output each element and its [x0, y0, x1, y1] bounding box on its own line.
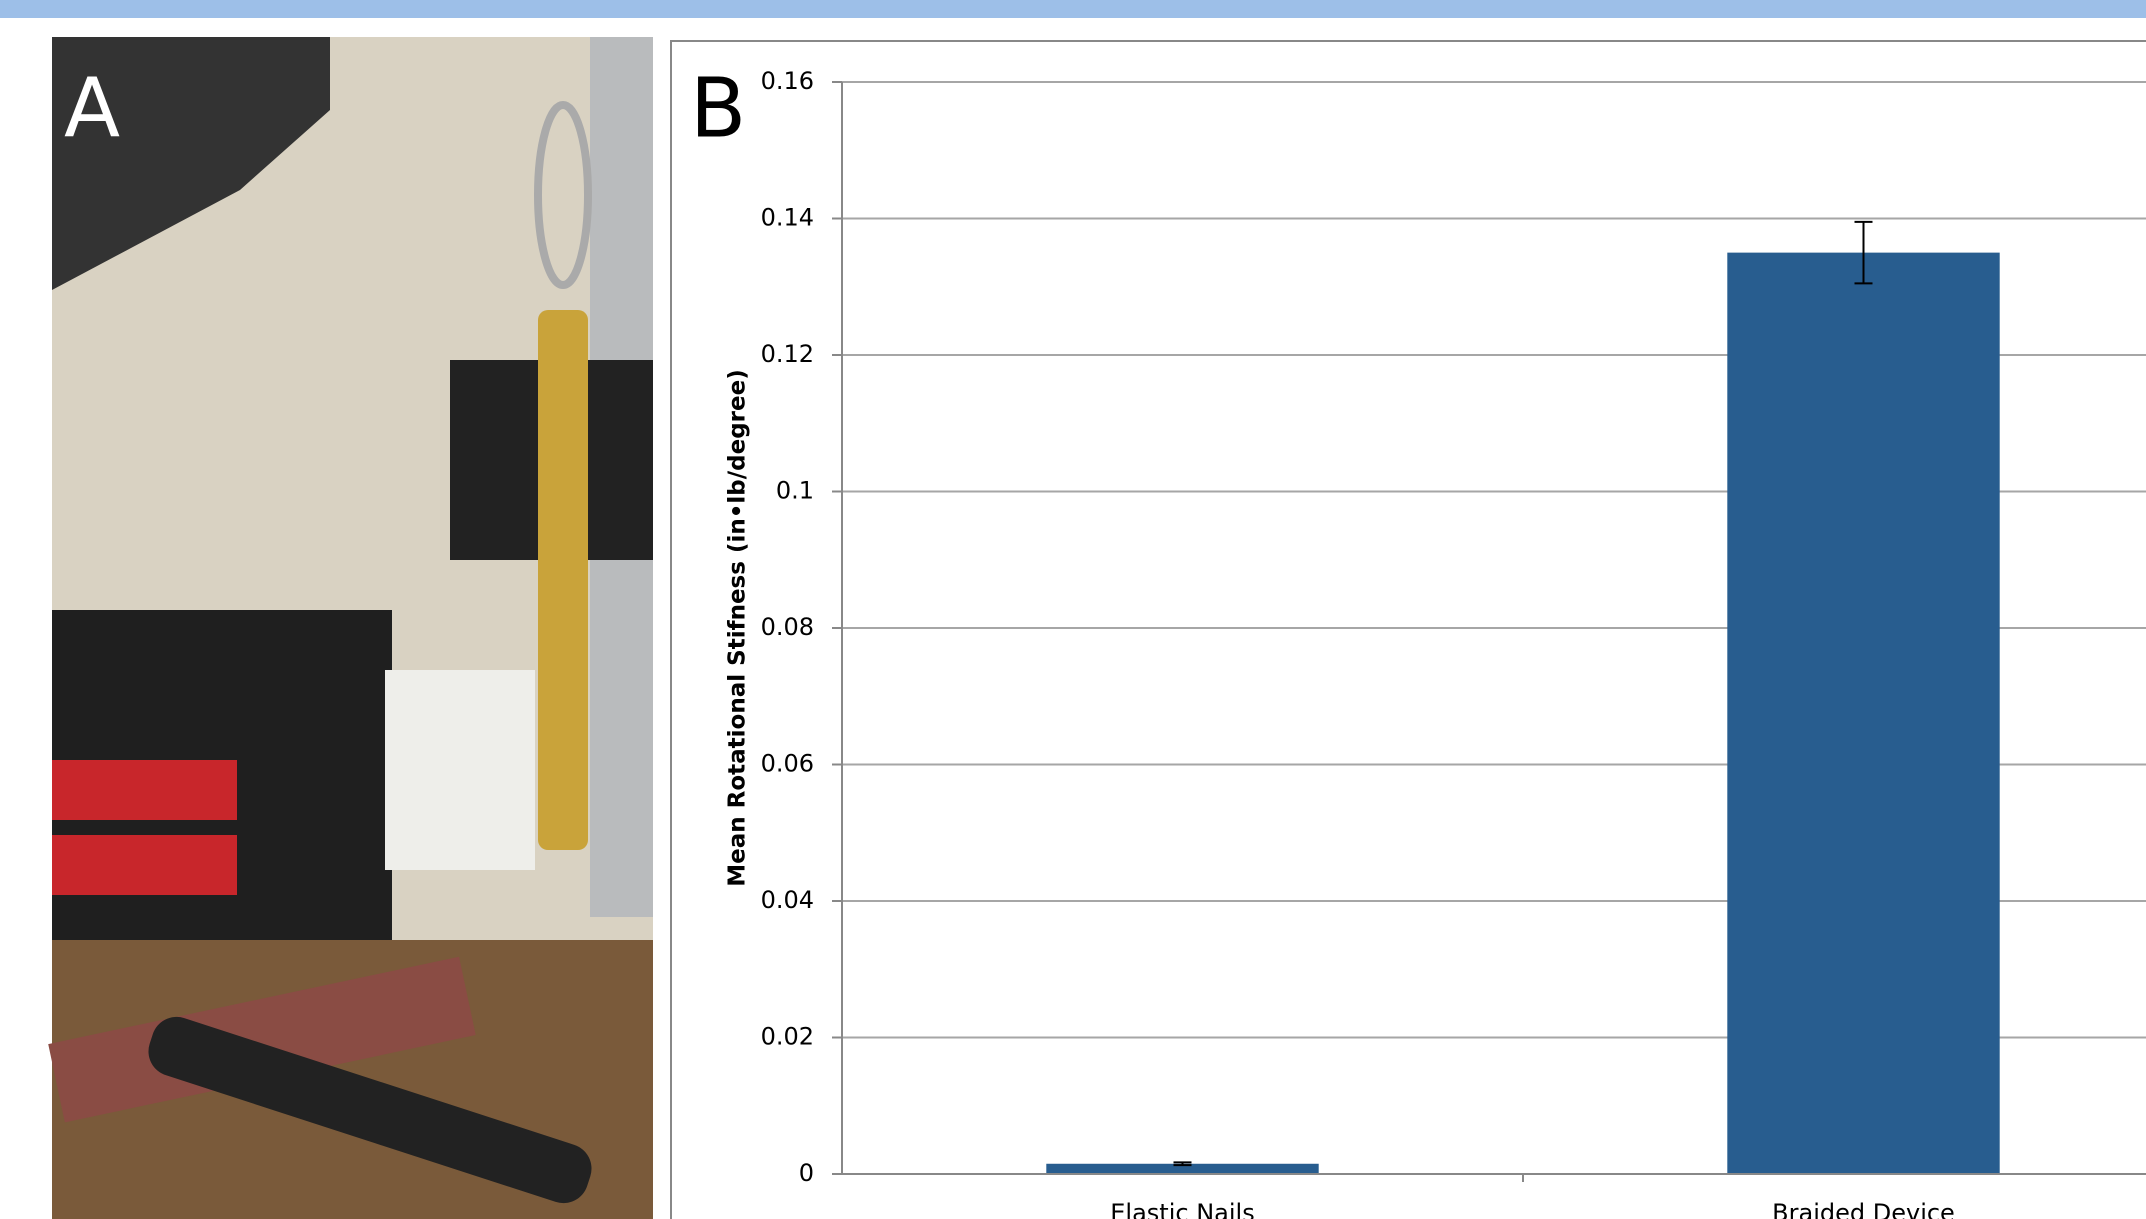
- y-tick-label: 0.04: [761, 886, 814, 914]
- figure: A B 0 0.02 0.04 0.06 0.08 0.1 0.12 0.14 0.16 Mean…: [0, 0, 2146, 1219]
- spring-scale: [538, 310, 588, 850]
- page: A B 0 0.02 0.04 0.06 0.08 0.1 0.12 0.14 0.16 Mean…: [0, 0, 2146, 1219]
- y-tick-label: 0.02: [761, 1023, 814, 1051]
- x-tick-label: Elastic Nails: [1110, 1199, 1254, 1219]
- y-axis-label: Mean Rotational Stifness (in•lb/degree): [725, 369, 751, 887]
- y-tick-label: 0.16: [761, 67, 814, 95]
- y-tick-label: 0.1: [776, 477, 814, 505]
- y-tick-label: 0: [799, 1159, 814, 1187]
- bar: [1727, 253, 1999, 1174]
- x-tick-label: Braided Device: [1772, 1199, 1955, 1219]
- drawer: [52, 835, 237, 895]
- drawer: [52, 760, 237, 820]
- crate: [385, 670, 535, 870]
- photo: A: [48, 37, 653, 1219]
- y-tick-label: 0.12: [761, 340, 814, 368]
- y-tick-label: 0.06: [761, 750, 814, 778]
- header-bar: [0, 0, 2146, 18]
- y-tick-label: 0.08: [761, 613, 814, 641]
- panel-label: A: [64, 61, 120, 156]
- y-tick-label: 0.14: [761, 204, 814, 232]
- panel-label: B: [690, 61, 746, 156]
